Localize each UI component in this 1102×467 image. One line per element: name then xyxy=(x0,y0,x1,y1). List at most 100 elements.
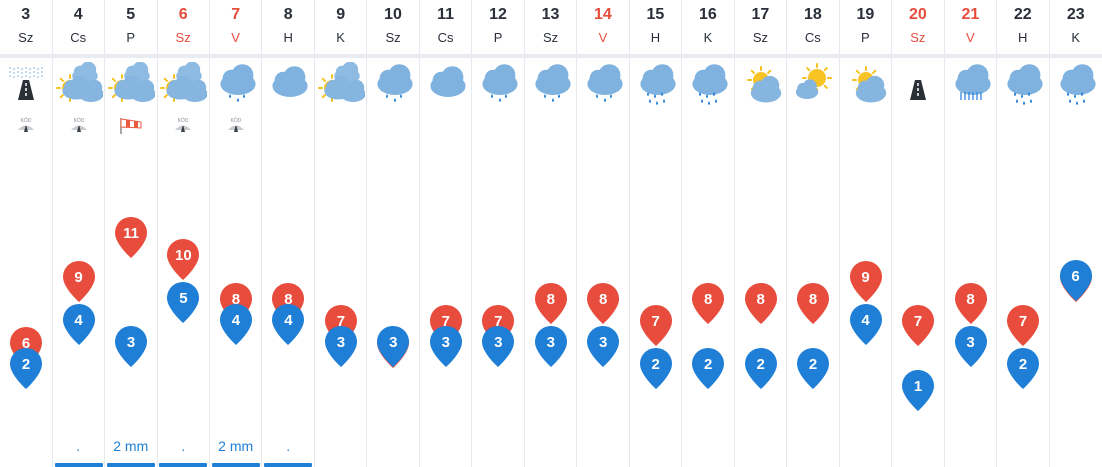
max-temp-value: 8 xyxy=(808,291,818,308)
day-number: 14 xyxy=(594,6,612,23)
day-column[interactable]: 18 Cs 8 2 xyxy=(787,0,840,467)
day-column[interactable]: 23K 9 6 xyxy=(1050,0,1102,467)
day-number: 11 xyxy=(437,6,454,23)
day-column[interactable]: 20 Sz 7 1 xyxy=(892,0,945,467)
min-temp-value: 4 xyxy=(74,312,83,329)
min-temp-pin: 4 xyxy=(218,303,254,347)
min-temp-value: 4 xyxy=(284,312,293,329)
max-temp-value: 6 xyxy=(21,335,31,352)
min-temp-value: 3 xyxy=(599,334,608,351)
cloud-light-rain-icon xyxy=(369,62,417,106)
day-column[interactable]: 11 Cs 7 3 xyxy=(420,0,473,467)
max-temp-value: 7 xyxy=(494,313,503,330)
max-temp-pin: 8 xyxy=(743,282,779,326)
cloud-light-rain-icon xyxy=(212,62,260,106)
svg-text:KÖD: KÖD xyxy=(230,117,241,124)
day-column[interactable]: 9 K 7 3 xyxy=(315,0,368,467)
day-column[interactable]: 5 P 11 3 2 mm xyxy=(105,0,158,467)
day-column[interactable]: 17 Sz 8 2 xyxy=(735,0,788,467)
precipitation-bar xyxy=(264,463,313,467)
precipitation-bar xyxy=(107,463,155,467)
min-temp-value: 2 xyxy=(21,356,31,373)
precipitation-amount: . xyxy=(286,438,291,454)
day-number: 3 xyxy=(21,6,31,23)
max-temp-value: 9 xyxy=(74,269,83,286)
header-divider xyxy=(0,54,1102,58)
min-temp-pin: 3 xyxy=(375,325,411,369)
road-icon xyxy=(894,62,942,106)
day-number: 8 xyxy=(283,6,293,23)
day-column[interactable]: 15 H 7 2 xyxy=(630,0,683,467)
sun-behind-clouds-icon xyxy=(107,61,156,106)
weekday-label: Sz xyxy=(752,30,769,45)
sun-behind-cloud-icon xyxy=(737,62,785,106)
day-number: 17 xyxy=(751,6,770,23)
cloud-drizzle-icon xyxy=(947,62,995,106)
min-temp-value: 3 xyxy=(494,334,503,351)
cloud-light-rain-icon xyxy=(474,62,522,106)
min-temp-pin: 2 xyxy=(690,347,726,391)
day-column[interactable]: 4 Cs KÖD 9 4. xyxy=(53,0,105,467)
day-column[interactable]: 22 H 7 2 xyxy=(997,0,1050,467)
min-temp-pin: 3 xyxy=(953,325,989,369)
fog-badge-icon: KÖD xyxy=(169,116,197,134)
max-temp-pin: 7 xyxy=(638,304,674,348)
cloud-icon xyxy=(422,62,470,106)
day-number: 12 xyxy=(489,6,507,23)
cloud-light-rain-icon xyxy=(527,62,575,106)
day-column[interactable]: 19 P 9 4 xyxy=(840,0,893,467)
day-column[interactable]: 3 Sz KÖD 6 2 xyxy=(0,0,53,467)
day-column[interactable]: 6 Sz KÖD 10 5. xyxy=(157,0,210,467)
min-temp-pin: 4 xyxy=(848,303,884,347)
min-temp-value: 2 xyxy=(808,356,818,373)
sun-behind-clouds-icon xyxy=(317,61,366,106)
day-column[interactable]: 16 K 8 2 xyxy=(682,0,735,467)
max-temp-pin: 8 xyxy=(795,282,831,326)
min-temp-value: 4 xyxy=(231,312,241,329)
day-number: 21 xyxy=(961,6,980,23)
day-number: 10 xyxy=(384,6,402,23)
max-temp-value: 7 xyxy=(651,313,660,330)
min-temp-pin: 5 xyxy=(165,281,201,325)
cloud-rain-icon xyxy=(684,62,732,106)
day-number: 16 xyxy=(699,6,717,23)
cloud-rain-icon xyxy=(632,62,680,106)
min-temp-pin: 2 xyxy=(1005,347,1041,391)
max-temp-value: 7 xyxy=(913,313,923,330)
weekday-label: V xyxy=(231,30,240,45)
min-temp-value: 5 xyxy=(179,290,188,307)
min-temp-pin: 4 xyxy=(270,303,306,347)
day-number: 19 xyxy=(856,6,875,23)
min-temp-pin: 2 xyxy=(795,347,831,391)
day-column[interactable]: 8 H 8 4. xyxy=(262,0,315,467)
max-temp-value: 11 xyxy=(123,225,139,242)
day-column[interactable]: 7 V KÖD 8 4 2 mm xyxy=(210,0,263,467)
max-temp-pin: 7 xyxy=(1005,304,1041,348)
max-temp-value: 8 xyxy=(966,291,975,308)
svg-text:KÖD: KÖD xyxy=(21,117,32,124)
sun-behind-clouds-icon xyxy=(159,61,209,106)
max-temp-value: 8 xyxy=(599,291,608,308)
day-number: 23 xyxy=(1066,6,1085,23)
svg-text:KÖD: KÖD xyxy=(178,117,189,124)
weekday-label: Cs xyxy=(70,30,87,45)
cloud-rain-icon xyxy=(999,62,1047,106)
max-temp-value: 8 xyxy=(231,291,241,308)
min-temp-pin: 2 xyxy=(8,347,44,391)
sun-behind-cloud-icon xyxy=(842,62,890,106)
day-column[interactable]: 14 V 8 3 xyxy=(577,0,630,467)
max-temp-pin: 8 xyxy=(690,282,726,326)
weekday-label: H xyxy=(650,30,661,45)
min-temp-value: 6 xyxy=(1071,268,1080,285)
sun-behind-clouds-icon xyxy=(55,61,104,106)
weekday-label: K xyxy=(703,30,713,45)
min-temp-pin: 3 xyxy=(480,325,516,369)
day-column[interactable]: 21 V 8 3 xyxy=(945,0,998,467)
max-temp-value: 7 xyxy=(441,313,450,330)
day-column[interactable]: 13 Sz 8 3 xyxy=(525,0,578,467)
day-number: 13 xyxy=(541,6,560,23)
weekday-label: Sz xyxy=(910,30,926,45)
fog-badge-icon: KÖD xyxy=(222,116,250,134)
day-column[interactable]: 12 P 7 3 xyxy=(472,0,525,467)
